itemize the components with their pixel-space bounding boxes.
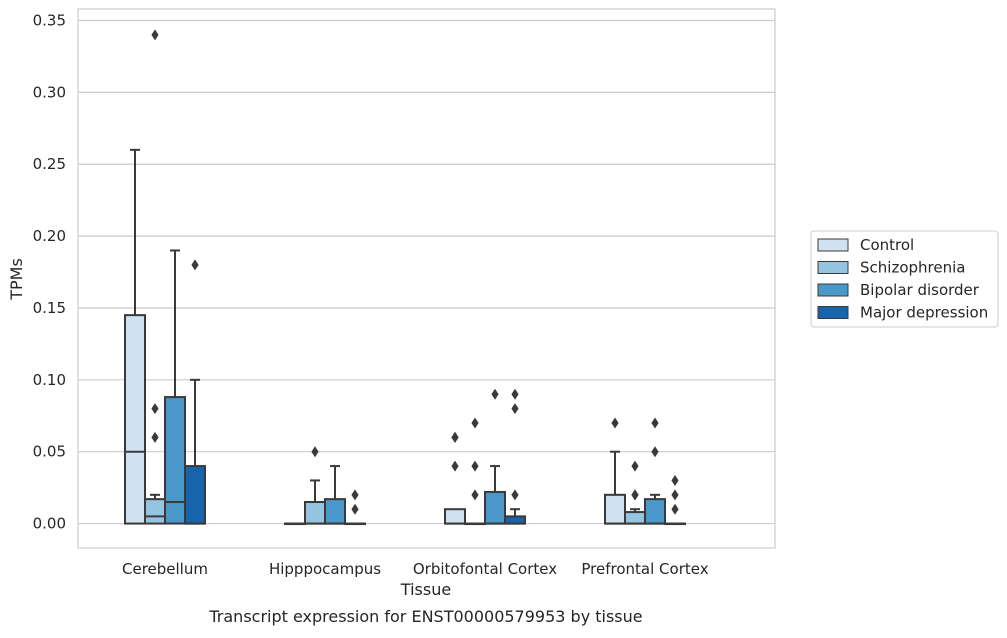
legend-label: Control [860, 236, 914, 254]
box-body [604, 493, 626, 525]
box-body [324, 498, 346, 525]
y-tick-label: 0.05 [33, 443, 66, 461]
box-plot [464, 417, 486, 526]
y-tick-label: 0.35 [33, 11, 66, 29]
box-plot [644, 417, 666, 525]
box-plot [604, 417, 626, 525]
box-plot [284, 522, 306, 526]
outlier-marker [151, 29, 159, 41]
y-tick-label: 0.25 [33, 155, 66, 173]
x-tick-label: Hipppocampus [269, 560, 381, 578]
outlier-marker [351, 503, 359, 515]
box-body [304, 501, 326, 525]
outlier-marker [671, 489, 679, 501]
box-plot [444, 431, 466, 525]
y-tick-label: 0.10 [33, 371, 66, 389]
legend-label: Bipolar disorder [860, 281, 980, 299]
outlier-marker [491, 388, 499, 400]
box-plot [624, 460, 646, 525]
x-tick-label: Prefrontal Cortex [581, 560, 708, 578]
box-plot [324, 465, 346, 525]
legend-item: Control [817, 236, 914, 254]
box-body [184, 465, 206, 525]
legend: Control Schizophrenia Bipolar disorder Majo… [810, 230, 999, 328]
outlier-marker [151, 431, 159, 443]
outlier-marker [451, 431, 459, 443]
box-body [484, 490, 506, 525]
box-body [644, 498, 666, 525]
x-tick-label: Orbitofontal Cortex [413, 560, 557, 578]
legend-items: Control Schizophrenia Bipolar disorder Majo… [817, 236, 988, 322]
outlier-marker [651, 417, 659, 429]
legend-swatch [817, 283, 849, 297]
outlier-marker [671, 474, 679, 486]
box-body [124, 314, 146, 525]
outlier-marker [671, 503, 679, 515]
legend-item: Bipolar disorder [817, 281, 980, 299]
box-plot [664, 474, 686, 526]
legend-item: Schizophrenia [817, 259, 965, 277]
y-tick-label: 0.15 [33, 299, 66, 317]
outlier-marker [191, 259, 199, 271]
outlier-marker [511, 489, 519, 501]
outlier-marker [471, 417, 479, 429]
y-tick-label: 0.00 [33, 515, 66, 533]
plot-frame [77, 8, 776, 549]
outlier-marker [471, 460, 479, 472]
box-plot [484, 388, 506, 525]
legend-frame [810, 230, 999, 328]
y-tick-label: 0.30 [33, 83, 66, 101]
series-group [164, 249, 666, 525]
outlier-marker [511, 403, 519, 415]
legend-swatch [817, 238, 849, 252]
box-plot [184, 259, 206, 525]
y-axis-ticks: 0.00 0.05 0.10 0.15 0.20 0.25 0.30 0.35 [33, 11, 66, 532]
outlier-marker [631, 489, 639, 501]
legend-label: Schizophrenia [860, 259, 965, 277]
x-axis-label: Tissue [400, 580, 451, 599]
series-group [144, 29, 646, 526]
legend-item: Major depression [817, 304, 988, 322]
outlier-marker [511, 388, 519, 400]
legend-swatch [817, 261, 849, 274]
outlier-marker [651, 446, 659, 458]
box-plot [124, 148, 146, 525]
box-body [624, 511, 646, 525]
series-group [124, 148, 626, 526]
outlier-marker [471, 489, 479, 501]
legend-label: Major depression [860, 304, 988, 322]
legend-swatch [817, 306, 849, 319]
y-tick-label: 0.20 [33, 227, 66, 245]
box-plot [304, 446, 326, 525]
outlier-marker [451, 460, 459, 472]
outlier-marker [151, 403, 159, 415]
box-body [444, 508, 466, 525]
x-axis-ticks: Cerebellum Hipppocampus Orbitofontal Corte… [122, 560, 709, 578]
box-body [164, 396, 186, 525]
outlier-marker [311, 446, 319, 458]
box-plot [504, 388, 526, 525]
series-group [184, 259, 686, 526]
box-plot [164, 249, 186, 525]
box-body [144, 498, 166, 525]
box-plot [144, 29, 166, 525]
outlier-marker [351, 489, 359, 501]
y-axis-label: TPMs [7, 258, 26, 301]
outlier-marker [611, 417, 619, 429]
box-plot-series [124, 29, 686, 526]
box-plot [344, 489, 366, 526]
box-body [504, 515, 526, 525]
chart-title: Transcript expression for ENST0000057995… [208, 607, 642, 626]
x-tick-label: Cerebellum [122, 560, 208, 578]
outlier-marker [631, 460, 639, 472]
